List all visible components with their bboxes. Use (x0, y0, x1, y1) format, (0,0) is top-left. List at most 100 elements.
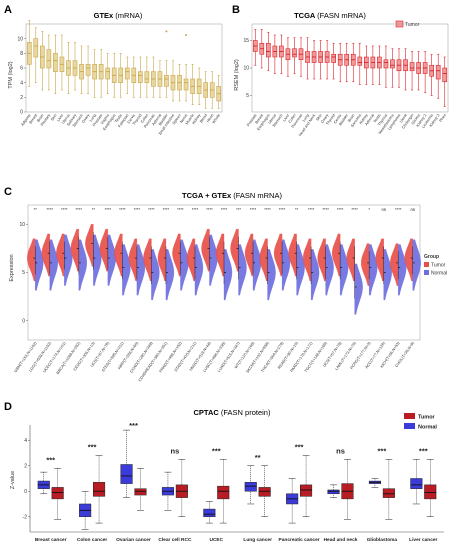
panel-letter-c: C (4, 186, 12, 198)
significance-label: ** (255, 453, 261, 462)
box (85, 64, 91, 76)
y-tick-label: 5 (246, 93, 249, 99)
box-tumor (93, 482, 106, 497)
box-normal (203, 508, 216, 517)
panel-c-plot: 0510**GBM(T=153,N=1152)****LGG(T=509,N=1… (14, 204, 421, 383)
significance-label: ns (171, 446, 180, 455)
category-label: Testis (373, 113, 382, 123)
violin-tumor (201, 228, 210, 272)
legend-d-normal-swatch (404, 423, 415, 429)
box-normal (244, 482, 257, 492)
significance-label: **** (105, 207, 112, 212)
significance-label: *** (129, 421, 138, 430)
panel-d-title: CPTAC (FASN protein) (194, 408, 271, 417)
panel-b-legend: Tumor (395, 20, 420, 28)
violin-tumor (114, 233, 123, 277)
violin-normal (412, 239, 421, 291)
legend-group-title: Group (424, 254, 439, 260)
category-label: Brain (36, 113, 44, 123)
category-label: COADREAD(T=380,N=351) (138, 341, 169, 383)
category-label: Uterus (267, 113, 277, 125)
category-label: Stomach (272, 113, 284, 128)
category-label: Whole (212, 113, 221, 124)
category-label: Spleen (172, 113, 182, 125)
significance-label: *** (295, 443, 304, 452)
panel-b-plot: 51015ProstateBreastEsophagusUterusStomac… (243, 23, 449, 137)
significance-label: **** (395, 207, 402, 212)
violin-tumor (259, 238, 268, 282)
violin-tumor (215, 233, 225, 277)
violin-normal (107, 234, 116, 286)
y-tick-label: 4 (24, 438, 27, 444)
violin-normal (93, 234, 102, 286)
box-tumor (424, 484, 437, 500)
significance-label: **** (134, 207, 141, 212)
violin-tumor (317, 238, 326, 282)
box (357, 56, 363, 66)
significance-label: *** (236, 207, 241, 212)
category-label: Glioma (411, 113, 422, 126)
violin-tumor (186, 238, 196, 282)
violin-normal (281, 239, 291, 291)
panel-d-legend: Tumor Normal (404, 413, 437, 431)
box-tumor (258, 487, 271, 497)
violin-tumor (302, 238, 312, 282)
category-label: Thyroid (325, 113, 336, 126)
legend-c-normal-swatch (424, 270, 429, 275)
category-label: Kidney 3 (429, 113, 441, 127)
violin-tumor (85, 224, 94, 267)
significance-label: **** (206, 207, 213, 212)
violin-normal (325, 244, 334, 296)
legend-d-normal-label: Normal (418, 425, 437, 431)
y-tick-label: 0 (22, 318, 25, 324)
category-label: Thyroid (132, 113, 143, 126)
category-label: Vagina (100, 113, 110, 125)
significance-label: ** (34, 207, 38, 212)
significance-label: ns (336, 446, 345, 455)
violin-normal (252, 239, 262, 291)
box-tumor (134, 488, 147, 496)
y-tick-label: 10 (17, 36, 23, 42)
significance-label: **** (47, 207, 54, 212)
category-label: Uterus (61, 113, 71, 125)
category-label: Skin (50, 113, 58, 121)
category-label: Thymus (377, 113, 388, 126)
significance-label: *** (378, 446, 387, 455)
significance-label: **** (351, 207, 358, 212)
significance-label: **** (163, 207, 170, 212)
box (46, 49, 52, 69)
box (183, 78, 189, 91)
box (33, 38, 39, 58)
box (53, 53, 58, 72)
panel-d-plot: -2 0 2 4 *** Breast cancer *** Colon cancer *** O… (23, 421, 444, 543)
category-label: Ovary (81, 113, 90, 124)
box (331, 53, 336, 63)
violin-tumor (41, 233, 50, 277)
significance-label: **** (177, 207, 184, 212)
violin-normal (398, 244, 407, 296)
category-label: Stomach (72, 113, 84, 128)
significance-label: ** (92, 207, 96, 212)
violin-normal (267, 249, 276, 301)
violin-normal (165, 249, 175, 301)
box (105, 67, 110, 80)
y-tick-label: 2 (20, 95, 23, 101)
violin-normal (354, 263, 363, 315)
y-tick-label: -2 (23, 514, 28, 520)
violin-tumor (56, 233, 65, 277)
category-label: Breast cancer (35, 537, 67, 543)
category-label: Head and neck (324, 537, 358, 543)
panel-b-title: TCGA (FASN mRNA) (294, 11, 366, 20)
category-label: Breast (255, 113, 265, 125)
significance-label: *** (419, 446, 428, 455)
legend-c-tumor-label: Tumor (431, 263, 446, 269)
violin-normal (194, 244, 204, 296)
category-label: Clear cell RCC (158, 537, 192, 543)
category-label: Uveal (399, 113, 408, 123)
violin-normal (49, 239, 58, 291)
y-tick-label: 15 (243, 38, 249, 44)
category-label: Salivary (66, 113, 77, 126)
category-label: Ovarian cancer (116, 537, 151, 543)
box (442, 67, 448, 83)
